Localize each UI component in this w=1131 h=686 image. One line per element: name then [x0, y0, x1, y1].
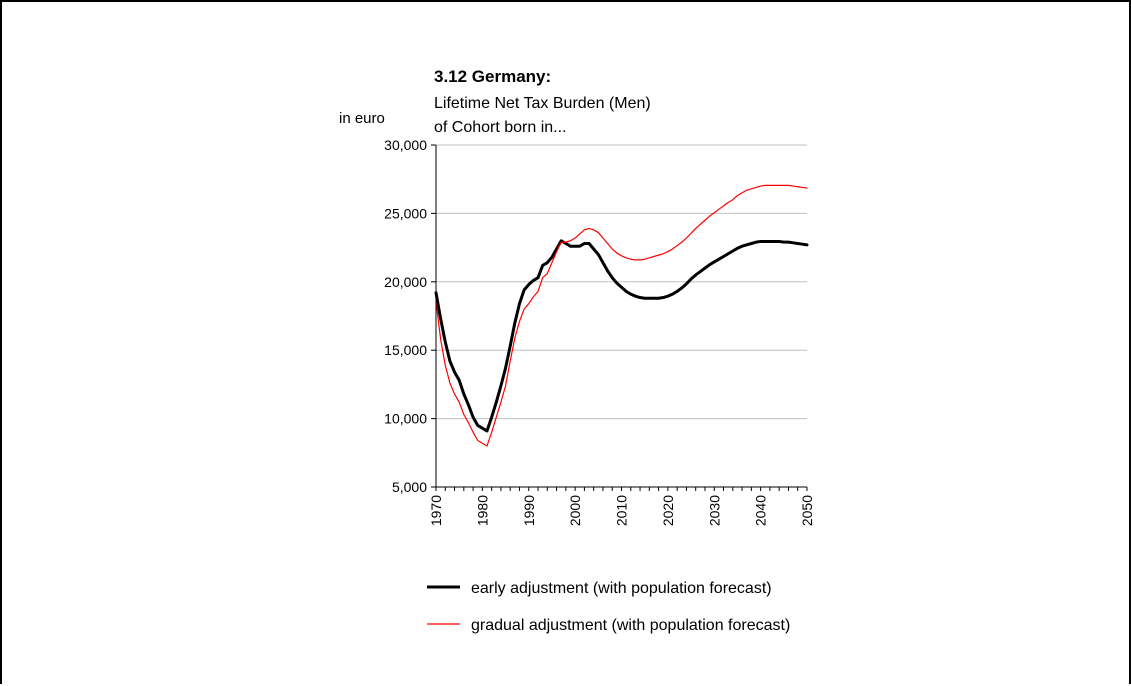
- legend: early adjustment (with population foreca…: [427, 580, 790, 634]
- y-tick-label: 25,000: [384, 205, 427, 221]
- chart-title: 3.12 Germany:: [434, 67, 551, 86]
- legend-item-early-adjustment: early adjustment (with population foreca…: [427, 580, 772, 597]
- chart-subtitle-line-2: of Cohort born in...: [434, 119, 567, 136]
- series-line-early-adjustment: [434, 239, 809, 433]
- x-tick-label: 1980: [474, 495, 490, 526]
- x-tick-label: 2000: [567, 495, 583, 526]
- x-tick-label: 2030: [706, 495, 722, 526]
- legend-label-gradual: gradual adjustment (with population fore…: [471, 617, 790, 634]
- y-tick-label: 30,000: [384, 137, 427, 153]
- legend-label-early: early adjustment (with population foreca…: [471, 580, 772, 597]
- x-tick-label: 2040: [753, 495, 769, 526]
- gridlines: [436, 144, 807, 420]
- series-line-gradual-adjustment: [435, 184, 808, 447]
- y-tick-label: 10,000: [384, 411, 427, 427]
- x-tick-label: 2010: [614, 495, 630, 526]
- y-tick-label: 15,000: [384, 342, 427, 358]
- x-tick-label: 1990: [521, 495, 537, 526]
- series-lines: [434, 184, 809, 447]
- x-tick-label: 2050: [799, 495, 815, 526]
- x-tick-label: 2020: [660, 495, 676, 526]
- legend-item-gradual-adjustment: gradual adjustment (with population fore…: [427, 617, 790, 634]
- y-tick-label: 5,000: [392, 479, 427, 495]
- y-axis-unit-label: in euro: [339, 110, 385, 127]
- x-tick-label: 1970: [428, 495, 444, 526]
- y-tick-label: 20,000: [384, 274, 427, 290]
- axes: 5,000 10,000 15,000 20,000 25,000 30,000 1970 1…: [384, 137, 815, 526]
- chart-subtitle-line-1: Lifetime Net Tax Burden (Men): [434, 95, 651, 112]
